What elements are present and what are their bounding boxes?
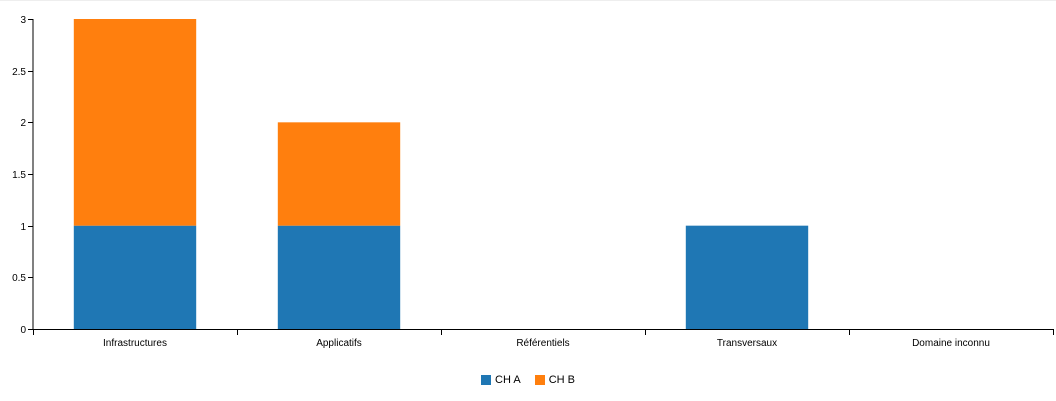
bar-ch-b-1[interactable] — [277, 122, 401, 226]
y-tick-label: 0 — [20, 325, 26, 336]
x-category-label: Domaine inconnu — [912, 338, 990, 349]
top-border — [0, 0, 1056, 1]
bar-ch-b-0[interactable] — [73, 19, 197, 226]
x-category-label: Infrastructures — [103, 338, 167, 349]
y-tick-label: 2 — [20, 118, 26, 129]
legend-swatch — [534, 375, 545, 385]
bar-ch-a-3[interactable] — [685, 225, 809, 329]
y-tick-label: 0.5 — [12, 273, 26, 284]
legend-label: CH A — [495, 374, 521, 386]
x-category-label: Applicatifs — [316, 338, 362, 349]
x-axis: Infrastructures Applicatifs Référentiels Tr… — [33, 329, 1054, 349]
bars-layer — [73, 19, 809, 329]
x-category-label: Référentiels — [516, 338, 569, 349]
y-tick-label: 3 — [20, 15, 26, 26]
bar-ch-a-1[interactable] — [277, 225, 401, 329]
bar-ch-a-0[interactable] — [73, 225, 197, 329]
y-tick-label: 1 — [20, 222, 26, 233]
legend-item-ch-b[interactable]: CH B — [534, 374, 575, 386]
legend-item-ch-a[interactable]: CH A — [481, 374, 521, 386]
legend-label: CH B — [548, 374, 575, 386]
legend: CH A CH B — [0, 374, 1056, 386]
y-axis: 0 0.5 1 1.5 2 2.5 3 — [12, 15, 34, 336]
y-tick-label: 2.5 — [12, 67, 26, 78]
x-category-label: Transversaux — [717, 338, 777, 349]
legend-swatch — [481, 375, 492, 385]
y-tick-label: 1.5 — [12, 170, 26, 181]
stacked-bar-chart: 0 0.5 1 1.5 2 2.5 3 Infrastructures Applicatifs… — [12, 15, 1054, 349]
